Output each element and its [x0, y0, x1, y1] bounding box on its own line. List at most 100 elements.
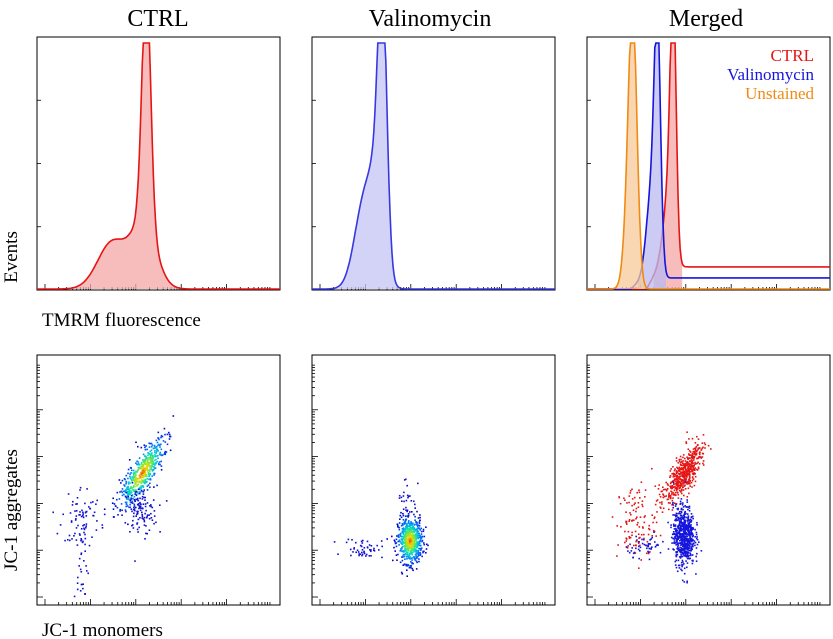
- scatter-point: [75, 515, 78, 517]
- scatter-point: [125, 483, 127, 485]
- scatter-point-ctrl: [697, 448, 699, 451]
- scatter-point-valinomycin: [680, 510, 683, 513]
- scatter-point: [132, 527, 135, 529]
- scatter-point: [125, 505, 127, 508]
- scatter-point-valinomycin: [679, 551, 682, 554]
- scatter-point-ctrl: [633, 519, 635, 521]
- scatter-point: [406, 546, 408, 548]
- scatter-point: [144, 496, 146, 499]
- scatter-point-valinomycin: [684, 505, 686, 507]
- scatter-point-ctrl: [687, 470, 689, 473]
- scatter-point-valinomycin: [684, 530, 687, 533]
- scatter-point-ctrl: [680, 467, 683, 469]
- scatter-point: [112, 516, 115, 518]
- scatter-point: [134, 472, 137, 475]
- scatter-point-valinomycin: [683, 550, 686, 552]
- scatter-point: [149, 450, 151, 453]
- histogram-area-unstained: [615, 43, 645, 289]
- scatter-point: [121, 491, 124, 494]
- scatter-point: [138, 526, 140, 529]
- scatter-point-valinomycin: [679, 514, 682, 517]
- scatter-point-ctrl: [646, 540, 649, 543]
- scatter-point: [141, 474, 143, 477]
- scatter-point-valinomycin: [685, 555, 687, 557]
- scatter-point: [90, 501, 92, 504]
- scatter-point-ctrl: [639, 544, 641, 547]
- scatter-point-ctrl: [694, 452, 696, 454]
- scatter-point: [153, 459, 156, 462]
- scatter-point: [80, 553, 82, 556]
- scatter-point: [141, 498, 144, 500]
- scatter-point-ctrl: [687, 487, 690, 490]
- scatter-point-valinomycin: [691, 562, 694, 565]
- scatter-point: [142, 460, 145, 462]
- scatter-point: [406, 526, 408, 528]
- scatter-point-valinomycin: [680, 561, 683, 564]
- scatter-point-valinomycin: [695, 560, 698, 562]
- scatter-point-valinomycin: [682, 508, 684, 511]
- scatter-point-valinomycin: [650, 547, 652, 550]
- scatter-point: [333, 541, 336, 543]
- scatter-point: [160, 465, 163, 467]
- scatter-point: [401, 550, 404, 552]
- scatter-point: [406, 543, 408, 546]
- scatter-point-valinomycin: [677, 559, 680, 562]
- scatter-point-valinomycin: [675, 512, 678, 515]
- scatter-point: [130, 490, 132, 492]
- scatter-point: [140, 463, 143, 465]
- scatter-point: [158, 438, 160, 441]
- scatter-point: [422, 530, 425, 533]
- scatter-point-valinomycin: [680, 543, 682, 545]
- scatter-point-valinomycin: [686, 513, 689, 515]
- scatter-point: [85, 565, 87, 567]
- scatter-point-ctrl: [691, 476, 694, 478]
- scatter-point: [404, 549, 406, 552]
- scatter-point-ctrl: [625, 511, 627, 513]
- scatter-point: [142, 491, 145, 493]
- scatter-point: [125, 491, 128, 494]
- scatter-point: [402, 514, 405, 517]
- scatter-point: [414, 539, 416, 542]
- scatter-point-ctrl: [655, 521, 658, 524]
- scatter-point: [408, 525, 411, 528]
- scatter-point-ctrl: [658, 493, 661, 496]
- scatter-point-valinomycin: [681, 551, 684, 554]
- scatter-point: [401, 543, 403, 545]
- scatter-point-valinomycin: [685, 548, 688, 550]
- scatter-point-valinomycin: [690, 513, 693, 515]
- scatter-point-valinomycin: [675, 540, 678, 542]
- scatter-point-ctrl: [676, 466, 678, 469]
- scatter-point-ctrl: [649, 551, 651, 553]
- scatter-point-ctrl: [671, 487, 674, 489]
- scatter-point: [369, 549, 371, 551]
- scatter-point-ctrl: [677, 485, 679, 487]
- scatter-point-valinomycin: [686, 566, 688, 569]
- scatter-point-valinomycin: [700, 550, 703, 552]
- scatter-point: [145, 465, 148, 467]
- scatter-point-valinomycin: [687, 539, 690, 541]
- scatter-point-valinomycin: [672, 514, 674, 516]
- scatter-point: [152, 459, 154, 461]
- scatter-point: [149, 468, 152, 470]
- scatter-point-valinomycin: [675, 555, 677, 557]
- scatter-point-valinomycin: [680, 568, 682, 571]
- scatter-point-valinomycin: [638, 545, 640, 548]
- scatter-point: [139, 467, 142, 469]
- scatter-point: [337, 553, 339, 555]
- scatter-point: [146, 514, 149, 516]
- scatter-point-valinomycin: [635, 535, 637, 538]
- scatter-point: [400, 549, 402, 552]
- scatter-point-valinomycin: [680, 550, 683, 552]
- scatter-point: [410, 544, 412, 547]
- scatter-point: [140, 471, 143, 474]
- histogram-x-label: TMRM fluorescence: [42, 310, 201, 331]
- scatter-point: [139, 481, 141, 483]
- scatter-point-valinomycin: [672, 506, 674, 509]
- scatter-point: [401, 500, 403, 502]
- scatter-point-valinomycin: [681, 555, 684, 558]
- scatter-point: [116, 506, 119, 509]
- scatter-point: [418, 544, 421, 547]
- scatter-point-ctrl: [662, 488, 665, 491]
- scatter-point-valinomycin: [688, 542, 691, 544]
- scatter-point-ctrl: [689, 465, 691, 468]
